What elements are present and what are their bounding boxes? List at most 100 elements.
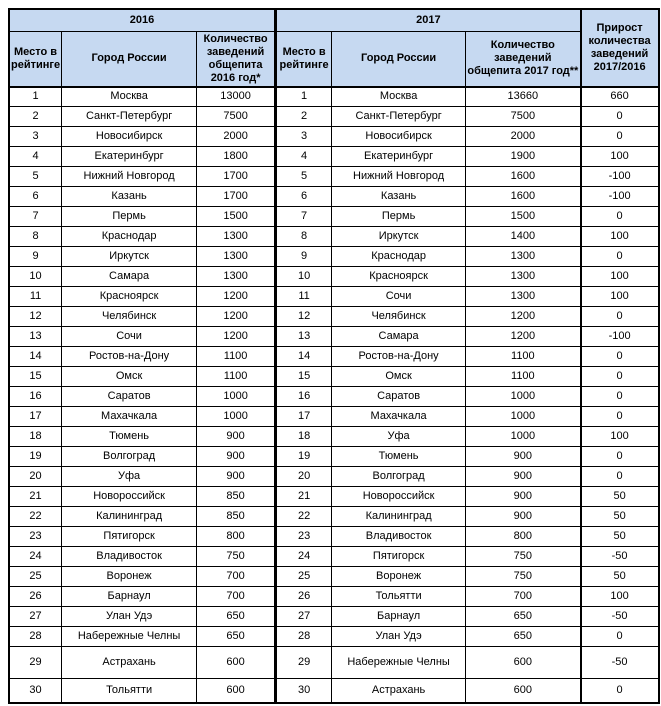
- column-header-row: Место в рейтинге Город России Количество…: [8, 30, 659, 87]
- cell-rank-2016: 7: [8, 206, 63, 227]
- cell-rank-2017: 6: [274, 186, 333, 207]
- cell-count-2017: 650: [465, 606, 582, 627]
- cell-city-2017: Самара: [331, 326, 467, 347]
- cell-rank-2017: 16: [274, 386, 333, 407]
- cell-city-2017: Омск: [331, 366, 467, 387]
- cell-city-2017: Пятигорск: [331, 546, 467, 567]
- cell-count-2016: 650: [196, 606, 277, 627]
- cell-rank-2016: 24: [8, 546, 63, 567]
- cell-growth: -50: [579, 646, 660, 679]
- table-row: 5 Нижний Новгород 1700 5 Нижний Новгород 1600…: [8, 166, 660, 187]
- cell-count-2016: 850: [196, 486, 277, 507]
- cell-city-2016: Казань: [61, 186, 198, 207]
- cell-count-2017: 800: [465, 526, 582, 547]
- cell-city-2017: Нижний Новгород: [331, 166, 467, 187]
- cell-city-2016: Красноярск: [61, 286, 198, 307]
- cell-rank-2016: 21: [8, 486, 63, 507]
- table-row: 25 Воронеж 700 25 Воронеж 750 50: [8, 566, 660, 587]
- cell-rank-2016: 22: [8, 506, 63, 527]
- cell-count-2016: 1000: [196, 386, 277, 407]
- table-row: 11 Красноярск 1200 11 Сочи 1300 100: [8, 286, 660, 307]
- cell-growth: 50: [579, 566, 660, 587]
- cell-count-2016: 13000: [196, 85, 277, 107]
- cell-city-2017: Волгоград: [331, 466, 467, 487]
- table-row: 30 Тольятти 600 30 Астрахань 600 0: [8, 678, 660, 703]
- column-header-rank-2016: Место в рейтинге: [8, 30, 63, 87]
- cell-count-2017: 600: [465, 646, 582, 679]
- table-row: 17 Махачкала 1000 17 Махачкала 1000 0: [8, 406, 660, 427]
- cell-growth: -50: [579, 546, 660, 567]
- cell-count-2016: 900: [196, 466, 277, 487]
- cell-growth: 0: [579, 386, 660, 407]
- cell-growth: 100: [579, 586, 660, 607]
- cell-rank-2017: 28: [274, 626, 333, 647]
- cell-rank-2016: 14: [8, 346, 63, 367]
- cell-growth: -100: [579, 166, 660, 187]
- cell-city-2017: Уфа: [331, 426, 467, 447]
- cell-count-2016: 1700: [196, 186, 277, 207]
- cell-rank-2017: 19: [274, 446, 333, 467]
- cell-growth: 0: [579, 126, 660, 147]
- cell-rank-2017: 7: [274, 206, 333, 227]
- cell-rank-2017: 5: [274, 166, 333, 187]
- cell-count-2016: 1300: [196, 266, 277, 287]
- cell-rank-2016: 16: [8, 386, 63, 407]
- table-row: 7 Пермь 1500 7 Пермь 1500 0: [8, 206, 660, 227]
- cell-count-2016: 900: [196, 446, 277, 467]
- cell-city-2017: Москва: [331, 85, 467, 107]
- cell-count-2017: 1100: [465, 366, 582, 387]
- cell-count-2017: 1300: [465, 246, 582, 267]
- city-catering-ranking-table: 2016 2017 Прирост количества заведений 2…: [8, 8, 660, 704]
- cell-rank-2017: 23: [274, 526, 333, 547]
- cell-city-2016: Тюмень: [61, 426, 198, 447]
- cell-count-2016: 1300: [196, 226, 277, 247]
- table-row: 27 Улан Удэ 650 27 Барнаул 650 -50: [8, 606, 660, 627]
- cell-count-2017: 1100: [465, 346, 582, 367]
- cell-count-2017: 13660: [465, 85, 582, 107]
- table-row: 20 Уфа 900 20 Волгоград 900 0: [8, 466, 660, 487]
- cell-growth: 50: [579, 486, 660, 507]
- cell-city-2017: Краснодар: [331, 246, 467, 267]
- column-header-count-2017: Количество заведений общепита 2017 год**: [465, 30, 582, 87]
- cell-count-2017: 1300: [465, 286, 582, 307]
- cell-growth: -50: [579, 606, 660, 627]
- cell-count-2016: 600: [196, 678, 277, 703]
- cell-count-2016: 650: [196, 626, 277, 647]
- cell-city-2017: Екатеринбург: [331, 146, 467, 167]
- cell-count-2016: 1500: [196, 206, 277, 227]
- table-row: 4 Екатеринбург 1800 4 Екатеринбург 1900 100: [8, 146, 660, 167]
- cell-count-2016: 1100: [196, 346, 277, 367]
- cell-city-2017: Тольятти: [331, 586, 467, 607]
- table-row: 28 Набережные Челны 650 28 Улан Удэ 650 0: [8, 626, 660, 647]
- table-row: 29 Астрахань 600 29 Набережные Челны 600 -50: [8, 646, 660, 679]
- table-row: 14 Ростов-на-Дону 1100 14 Ростов-на-Дону 1100…: [8, 346, 660, 367]
- column-header-rank-2017: Место в рейтинге: [274, 30, 333, 87]
- cell-rank-2016: 18: [8, 426, 63, 447]
- cell-rank-2016: 3: [8, 126, 63, 147]
- cell-growth: 100: [579, 426, 660, 447]
- cell-rank-2017: 1: [274, 85, 333, 107]
- cell-city-2016: Набережные Челны: [61, 626, 198, 647]
- cell-city-2017: Пермь: [331, 206, 467, 227]
- cell-count-2017: 650: [465, 626, 582, 647]
- cell-city-2017: Сочи: [331, 286, 467, 307]
- cell-city-2016: Владивосток: [61, 546, 198, 567]
- cell-city-2017: Красноярск: [331, 266, 467, 287]
- cell-growth: 0: [579, 446, 660, 467]
- cell-growth: 100: [579, 146, 660, 167]
- cell-count-2017: 1300: [465, 266, 582, 287]
- cell-count-2016: 1800: [196, 146, 277, 167]
- column-header-city-2017: Город России: [331, 30, 467, 87]
- cell-city-2016: Астрахань: [61, 646, 198, 679]
- cell-city-2016: Уфа: [61, 466, 198, 487]
- cell-count-2016: 700: [196, 586, 277, 607]
- cell-growth: 0: [579, 366, 660, 387]
- cell-city-2017: Тюмень: [331, 446, 467, 467]
- cell-city-2017: Новосибирск: [331, 126, 467, 147]
- cell-rank-2016: 10: [8, 266, 63, 287]
- cell-rank-2017: 20: [274, 466, 333, 487]
- table-row: 3 Новосибирск 2000 3 Новосибирск 2000 0: [8, 126, 660, 147]
- table-row: 9 Иркутск 1300 9 Краснодар 1300 0: [8, 246, 660, 267]
- table-row: 12 Челябинск 1200 12 Челябинск 1200 0: [8, 306, 660, 327]
- cell-city-2016: Новосибирск: [61, 126, 198, 147]
